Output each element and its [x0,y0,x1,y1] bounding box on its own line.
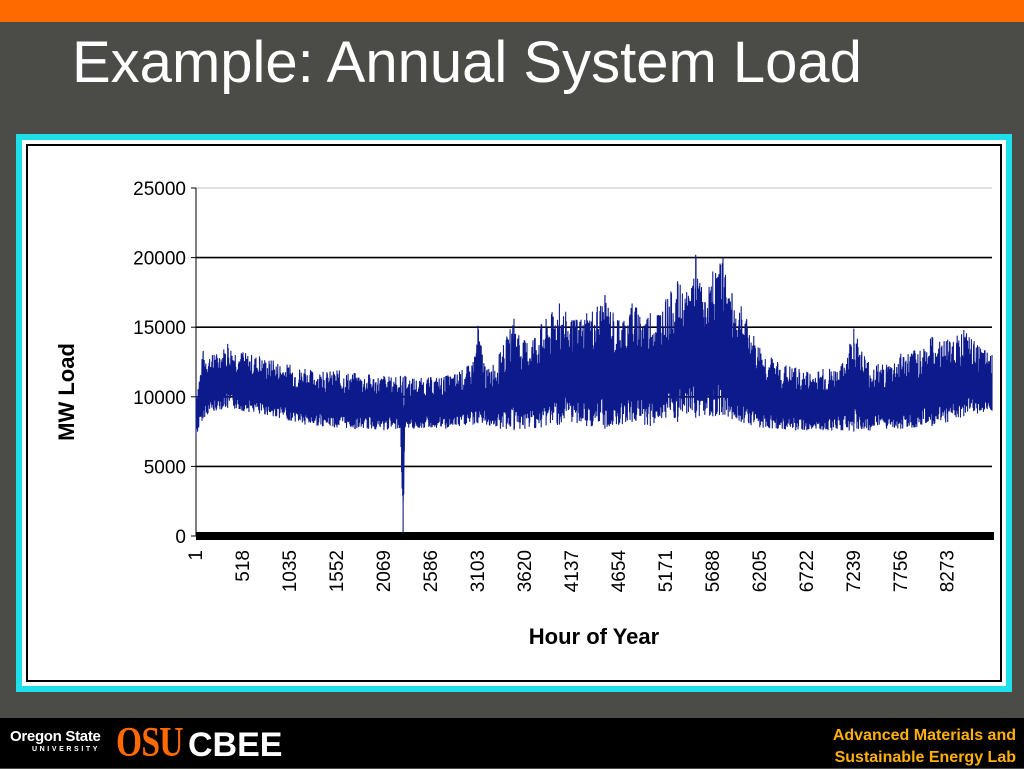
x-tick-label: 7756 [891,550,912,592]
university-wordmark: Oregon State UNIVERSITY [10,729,101,755]
chart-panel: 0 5000 10000 15000 20000 25000 1 518 1035 1552 206… [26,144,1002,682]
x-tick-label: 2586 [421,550,442,592]
x-tick-label: 4654 [609,550,630,593]
cbee-label: CBEE [188,726,283,764]
x-tick-label: 3620 [515,550,536,592]
university-subtitle: UNIVERSITY [32,746,101,753]
y-tick-label: 5000 [144,457,186,478]
x-tick-label: 6205 [750,550,771,592]
x-tick-label: 1552 [327,550,348,592]
y-tick-label: 10000 [133,388,186,409]
x-tick-label: 1035 [280,550,301,592]
x-tick-label: 5688 [703,550,724,592]
x-tick-label: 5171 [656,550,677,592]
x-axis-title: Hour of Year [529,624,660,649]
load-chart: 0 5000 10000 15000 20000 25000 1 518 1035 1552 206… [54,179,994,649]
y-tick-label: 15000 [133,318,186,339]
x-tick-label: 2069 [374,550,395,592]
x-tick-label: 518 [233,550,254,582]
chart-frame: 0 5000 10000 15000 20000 25000 1 518 1035 1552 206… [16,134,1012,692]
x-tick-label: 1 [186,550,207,561]
university-name: Oregon State [10,728,101,745]
y-tick-label: 0 [175,527,186,548]
lab-name: Advanced Materials and Sustainable Energ… [833,725,1016,769]
x-tick-label: 4137 [562,550,583,592]
top-accent-bar [0,0,1024,22]
lab-name-line2: Sustainable Energy Lab [834,749,1016,766]
footer-bar: Oregon State UNIVERSITY OSU CBEE Advance… [0,718,1024,768]
x-tick-label: 7239 [844,550,865,592]
x-tick-label: 6722 [797,550,818,592]
lab-name-line1: Advanced Materials and [832,727,1016,744]
y-axis-title: MW Load [54,343,79,441]
x-tick-label: 8273 [938,550,959,592]
osu-logo: OSU [116,720,183,766]
x-tick-label: 3103 [468,550,489,592]
slide-title: Example: Annual System Load [72,30,862,95]
y-tick-label: 20000 [133,249,186,270]
y-tick-label: 25000 [133,179,186,200]
series-load-line [195,254,993,536]
